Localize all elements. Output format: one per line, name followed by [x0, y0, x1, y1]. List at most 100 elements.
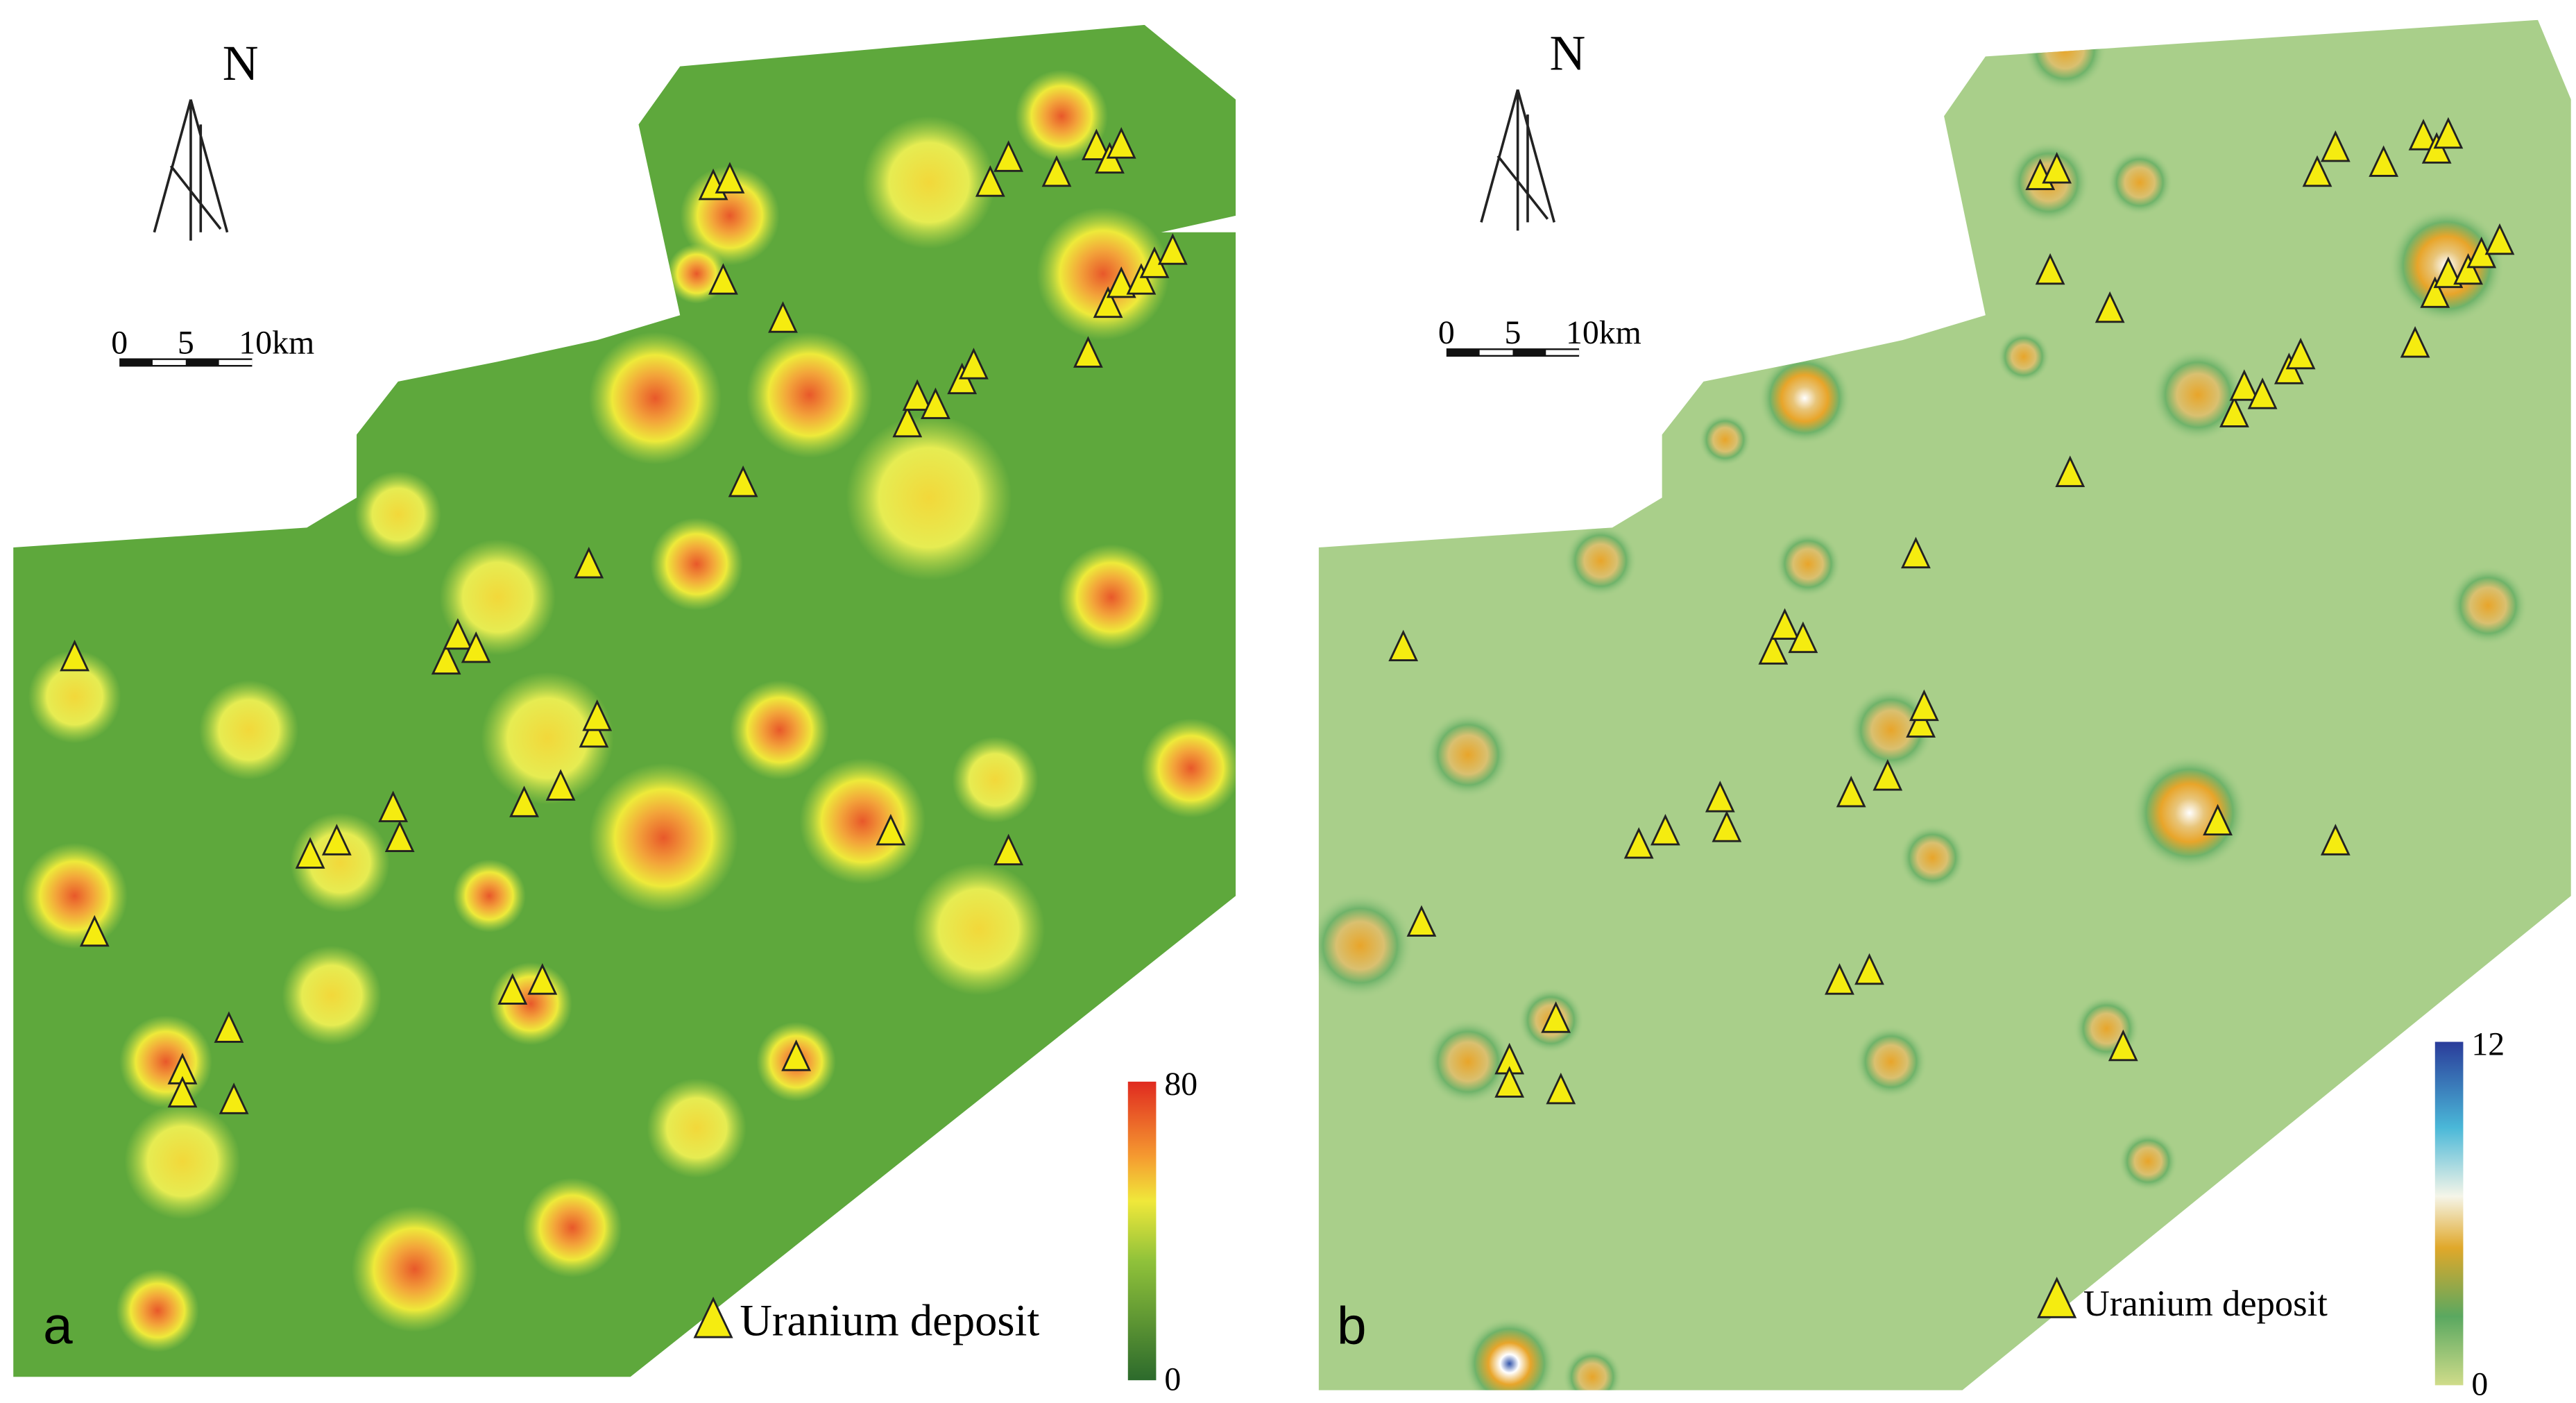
heat-blob [1899, 824, 1966, 891]
north-arrow [153, 99, 229, 241]
deposit-marker [497, 973, 528, 1005]
deposit-marker [2055, 455, 2085, 487]
heat-blob [290, 813, 390, 912]
deposit-marker [993, 140, 1024, 172]
heat-blob [351, 1206, 478, 1332]
scale-label: 0 [1438, 314, 1455, 351]
deposit-marker [214, 1011, 244, 1043]
deposit-marker [2484, 223, 2515, 255]
scale-label: 10km [1566, 314, 1641, 351]
deposit-marker [1093, 286, 1123, 318]
deposit-marker [219, 1082, 249, 1114]
overlay: N 0 5 10km a Uranium deposit 80 0 N 0 5 10km b Uraniu… [43, 25, 2515, 1403]
heat-blob [2106, 149, 2174, 216]
deposit-marker [715, 162, 745, 194]
heat-blob [28, 650, 121, 744]
deposit-marker [993, 833, 1024, 866]
deposit-marker [1770, 608, 1800, 640]
deposit-marker [579, 715, 609, 748]
deposit-marker [1758, 633, 1789, 665]
deposit-marker [1623, 827, 1654, 859]
deposit-marker [1157, 233, 1188, 265]
heat-blob [124, 1103, 241, 1220]
deposit-marker [1650, 813, 1680, 846]
deposit-marker [2042, 152, 2072, 184]
scale-bar-seg [219, 359, 253, 366]
heat-blob [2023, 19, 2107, 92]
deposit-marker [708, 263, 738, 295]
heat-blob [1848, 686, 1934, 774]
legend-marker [693, 1296, 733, 1338]
panel-label: b [1337, 1297, 1367, 1356]
heat-blob [1854, 1025, 1928, 1098]
deposit-marker [167, 1075, 198, 1108]
deposit-marker [1081, 128, 1111, 160]
heat-blob [1015, 69, 1109, 163]
heat-blob [1424, 1019, 1512, 1105]
heat-blob [746, 332, 873, 458]
scale-bar-seg [152, 359, 186, 366]
heat-blob [1462, 1317, 1556, 1391]
deposit-marker [79, 915, 110, 947]
deposit-marker [2320, 824, 2351, 856]
heat-blob [1562, 1347, 1623, 1391]
deposit-marker [527, 963, 558, 995]
deposit-marker [1712, 810, 1742, 842]
scale-label: 0 [111, 324, 128, 361]
heat-blob [588, 763, 738, 912]
heat-blob [2448, 566, 2528, 646]
legend-marker [2037, 1277, 2077, 1318]
deposit-marker [1406, 905, 1437, 937]
deposit-marker [2285, 337, 2316, 370]
deposit-marker [2229, 369, 2260, 401]
deposit-marker [2095, 291, 2125, 323]
heat-blob [452, 859, 526, 933]
deposit-marker [876, 813, 906, 846]
north-label: N [1549, 25, 1585, 80]
colorbar-max: 80 [1164, 1066, 1197, 1103]
heat-blob [1141, 718, 1236, 818]
deposit-marker [384, 820, 415, 852]
deposit-marker [443, 618, 473, 650]
deposit-marker [2369, 145, 2399, 177]
scale-label: 5 [178, 324, 194, 361]
heat-blob [22, 842, 128, 949]
scale-label: 5 [1505, 314, 1521, 351]
heat-blob [1424, 711, 1512, 799]
panel-label: a [43, 1297, 73, 1356]
heat-blob [1037, 207, 1170, 341]
deposit-marker [2420, 276, 2450, 308]
heat-blob [1564, 524, 1637, 597]
heat-blob [588, 332, 722, 465]
deposit-marker [2247, 377, 2278, 409]
colorbar-min: 0 [1164, 1361, 1181, 1398]
deposit-marker [321, 824, 352, 856]
heat-blob [862, 116, 996, 249]
heat-blob [119, 1015, 213, 1109]
north-arrow [1480, 89, 1555, 231]
deposit-marker [2302, 155, 2332, 187]
deposit-marker [2108, 1029, 2138, 1062]
deposit-marker [892, 405, 923, 438]
map-a [13, 24, 1236, 1377]
deposit-marker [2433, 117, 2464, 149]
heat-blob [647, 1078, 747, 1178]
deposit-marker [902, 379, 932, 411]
heat-blob [1058, 544, 1165, 651]
deposit-marker [295, 837, 325, 869]
heat-blob [282, 945, 382, 1046]
deposit-marker [959, 348, 989, 380]
deposit-marker [574, 547, 604, 579]
north-label: N [223, 35, 259, 91]
heat-blob [355, 471, 441, 558]
heat-blob [952, 736, 1039, 823]
deposit-marker [2433, 256, 2464, 289]
deposit-marker [768, 301, 798, 333]
deposit-marker [2453, 253, 2483, 285]
panel-annotations: N 0 5 10km a Uranium deposit 80 0 [43, 35, 1197, 1398]
colorbar [1127, 1081, 1157, 1381]
scale-bar-seg [1546, 350, 1580, 355]
deposit-marker [60, 639, 89, 672]
deposit-marker [728, 465, 758, 498]
